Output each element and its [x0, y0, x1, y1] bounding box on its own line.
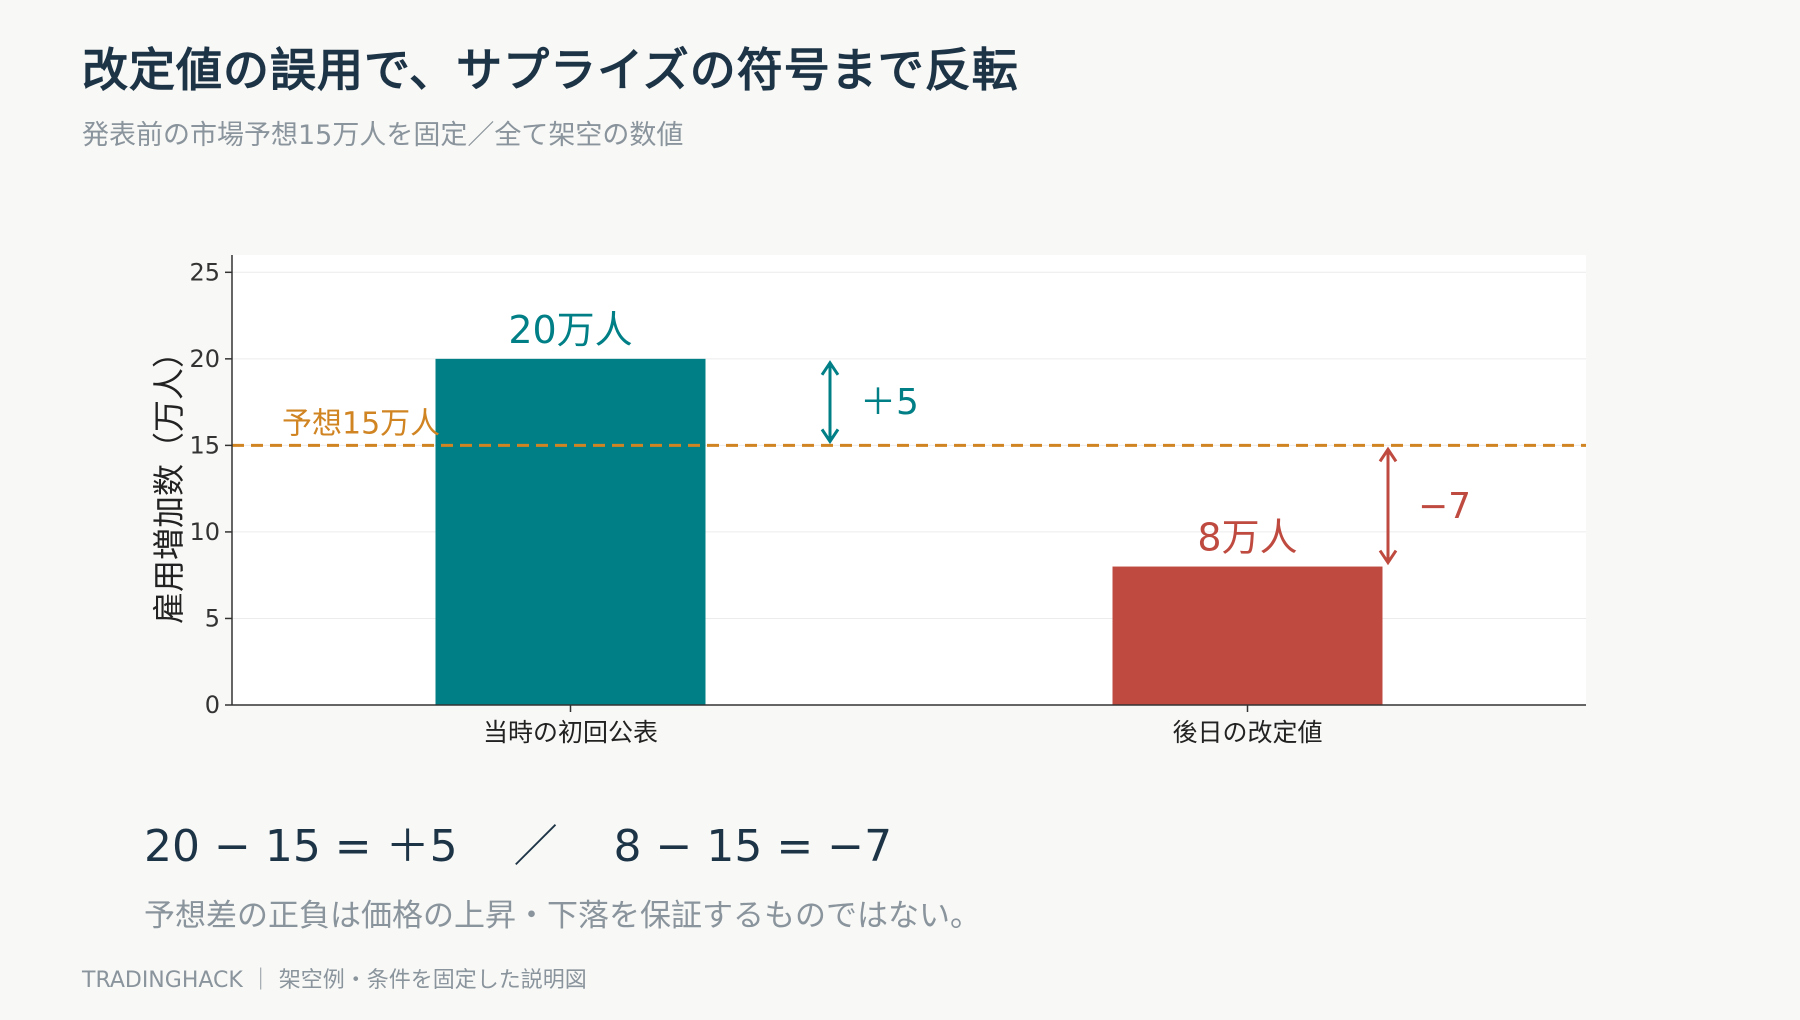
plot-background	[232, 255, 1586, 705]
equation-text: 20 − 15 = ＋5 ／ 8 − 15 = −7	[144, 821, 893, 872]
bar-initial	[435, 358, 706, 705]
arrowhead-up-icon	[1378, 446, 1398, 463]
y-tick-label: 10	[189, 518, 220, 546]
x-tick-label: 当時の初回公表	[483, 718, 658, 747]
y-tick-label: 5	[205, 604, 220, 632]
disclaimer-note: 予想差の正負は価格の上昇・下落を保証するものではない。	[144, 898, 981, 934]
y-tick-label: 20	[189, 345, 220, 373]
y-axis-title: 雇用増加数（万人）	[150, 336, 188, 624]
arrowhead-down-icon	[1378, 549, 1398, 566]
footer-credit: TRADINGHACK ｜ 架空例・条件を固定した説明図	[82, 968, 587, 993]
bar-value-label: 20万人	[508, 308, 632, 352]
y-tick-label: 15	[189, 431, 220, 459]
arrowhead-up-icon	[820, 360, 840, 376]
bar-value-label: 8万人	[1197, 516, 1297, 560]
arrowhead-down-icon	[820, 428, 840, 445]
y-tick-label: 0	[205, 691, 220, 719]
difference-label: ＋5	[860, 382, 919, 423]
bar-revised	[1112, 566, 1383, 705]
difference-label: −7	[1418, 486, 1471, 527]
forecast-label: 予想15万人	[282, 406, 440, 441]
y-tick-label: 25	[189, 258, 220, 286]
page-subtitle: 発表前の市場予想15万人を固定／全て架空の数値	[82, 120, 684, 151]
page-title: 改定値の誤用で、サプライズの符号まで反転	[82, 43, 1019, 97]
x-tick-label: 後日の改定値	[1172, 718, 1322, 747]
